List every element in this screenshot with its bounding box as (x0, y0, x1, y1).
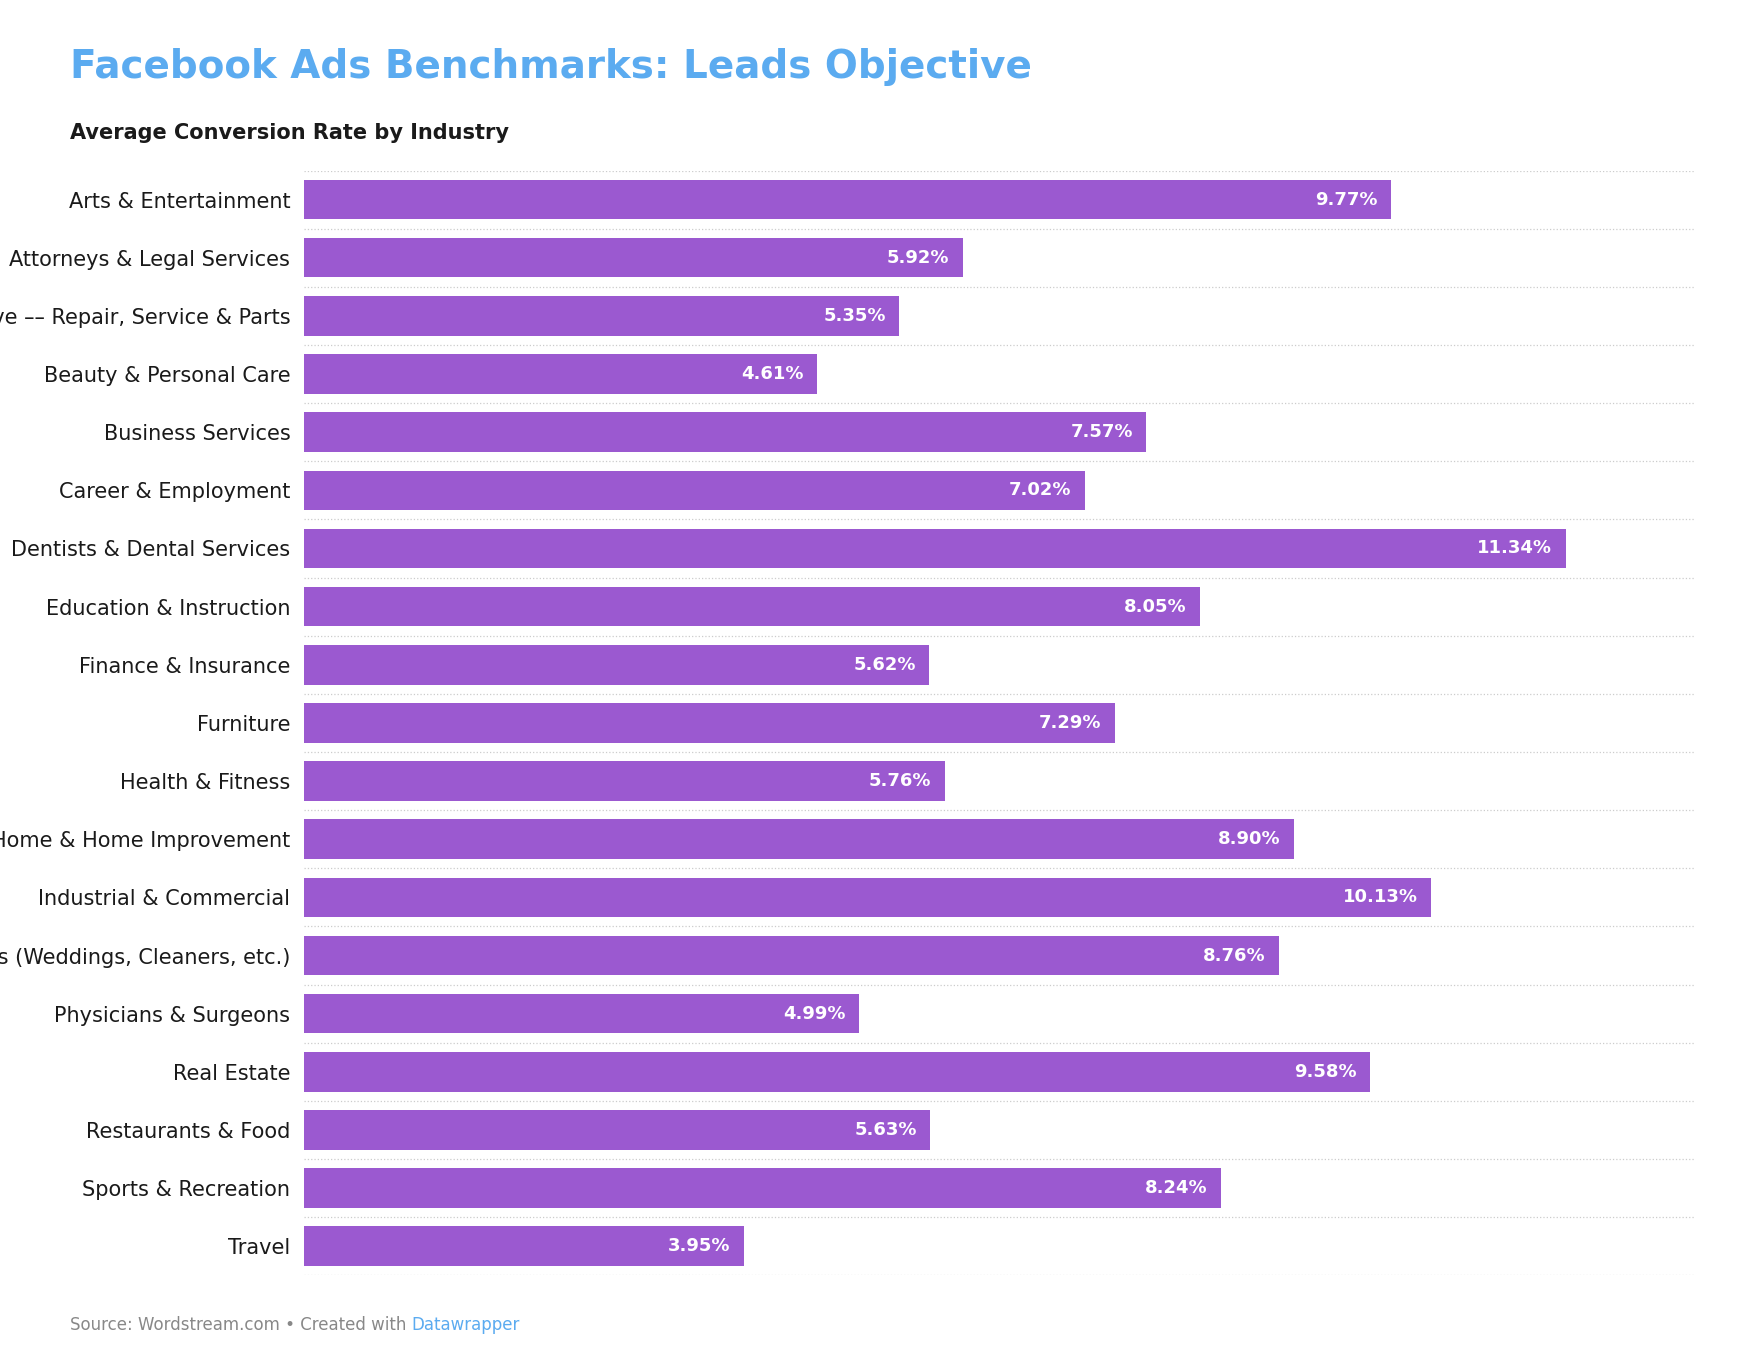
Bar (304, 237, 963, 277)
Bar (304, 704, 1116, 742)
Text: Facebook Ads Benchmarks: Leads Objective: Facebook Ads Benchmarks: Leads Objective (70, 48, 1031, 86)
Text: 7.02%: 7.02% (1010, 481, 1072, 499)
Text: 8.90%: 8.90% (1218, 831, 1281, 848)
Bar (304, 1110, 930, 1150)
Text: 4.61%: 4.61% (740, 366, 803, 383)
Bar (304, 645, 930, 685)
Bar (304, 761, 945, 801)
Text: 9.58%: 9.58% (1293, 1063, 1356, 1080)
Bar (304, 936, 1279, 975)
Text: Source: Wordstream.com • Created with: Source: Wordstream.com • Created with (70, 1316, 412, 1334)
Text: 9.77%: 9.77% (1316, 191, 1378, 209)
Text: 5.62%: 5.62% (853, 656, 916, 674)
Text: 8.76%: 8.76% (1203, 947, 1265, 964)
Text: 8.05%: 8.05% (1123, 597, 1187, 615)
Bar (304, 529, 1566, 569)
Text: 5.63%: 5.63% (855, 1121, 918, 1139)
Text: 5.76%: 5.76% (869, 772, 932, 790)
Bar (304, 412, 1145, 451)
Bar (304, 587, 1199, 626)
Bar (304, 877, 1430, 917)
Text: 5.35%: 5.35% (824, 307, 886, 325)
Bar (304, 1169, 1220, 1209)
Bar (304, 355, 817, 394)
Text: 4.99%: 4.99% (784, 1005, 846, 1023)
Text: Average Conversion Rate by Industry: Average Conversion Rate by Industry (70, 123, 509, 143)
Bar (304, 471, 1085, 510)
Bar (304, 820, 1295, 859)
Text: 5.92%: 5.92% (886, 248, 949, 267)
Text: 8.24%: 8.24% (1145, 1178, 1208, 1198)
Text: 7.57%: 7.57% (1071, 423, 1133, 441)
Text: 10.13%: 10.13% (1342, 888, 1418, 906)
Text: Datawrapper: Datawrapper (412, 1316, 520, 1334)
Text: 7.29%: 7.29% (1039, 713, 1102, 732)
Bar (304, 994, 859, 1034)
Text: 3.95%: 3.95% (667, 1237, 730, 1255)
Bar (304, 1052, 1370, 1091)
Bar (304, 180, 1390, 220)
Text: 11.34%: 11.34% (1477, 540, 1552, 558)
Bar (304, 1226, 744, 1266)
Bar (304, 296, 899, 336)
